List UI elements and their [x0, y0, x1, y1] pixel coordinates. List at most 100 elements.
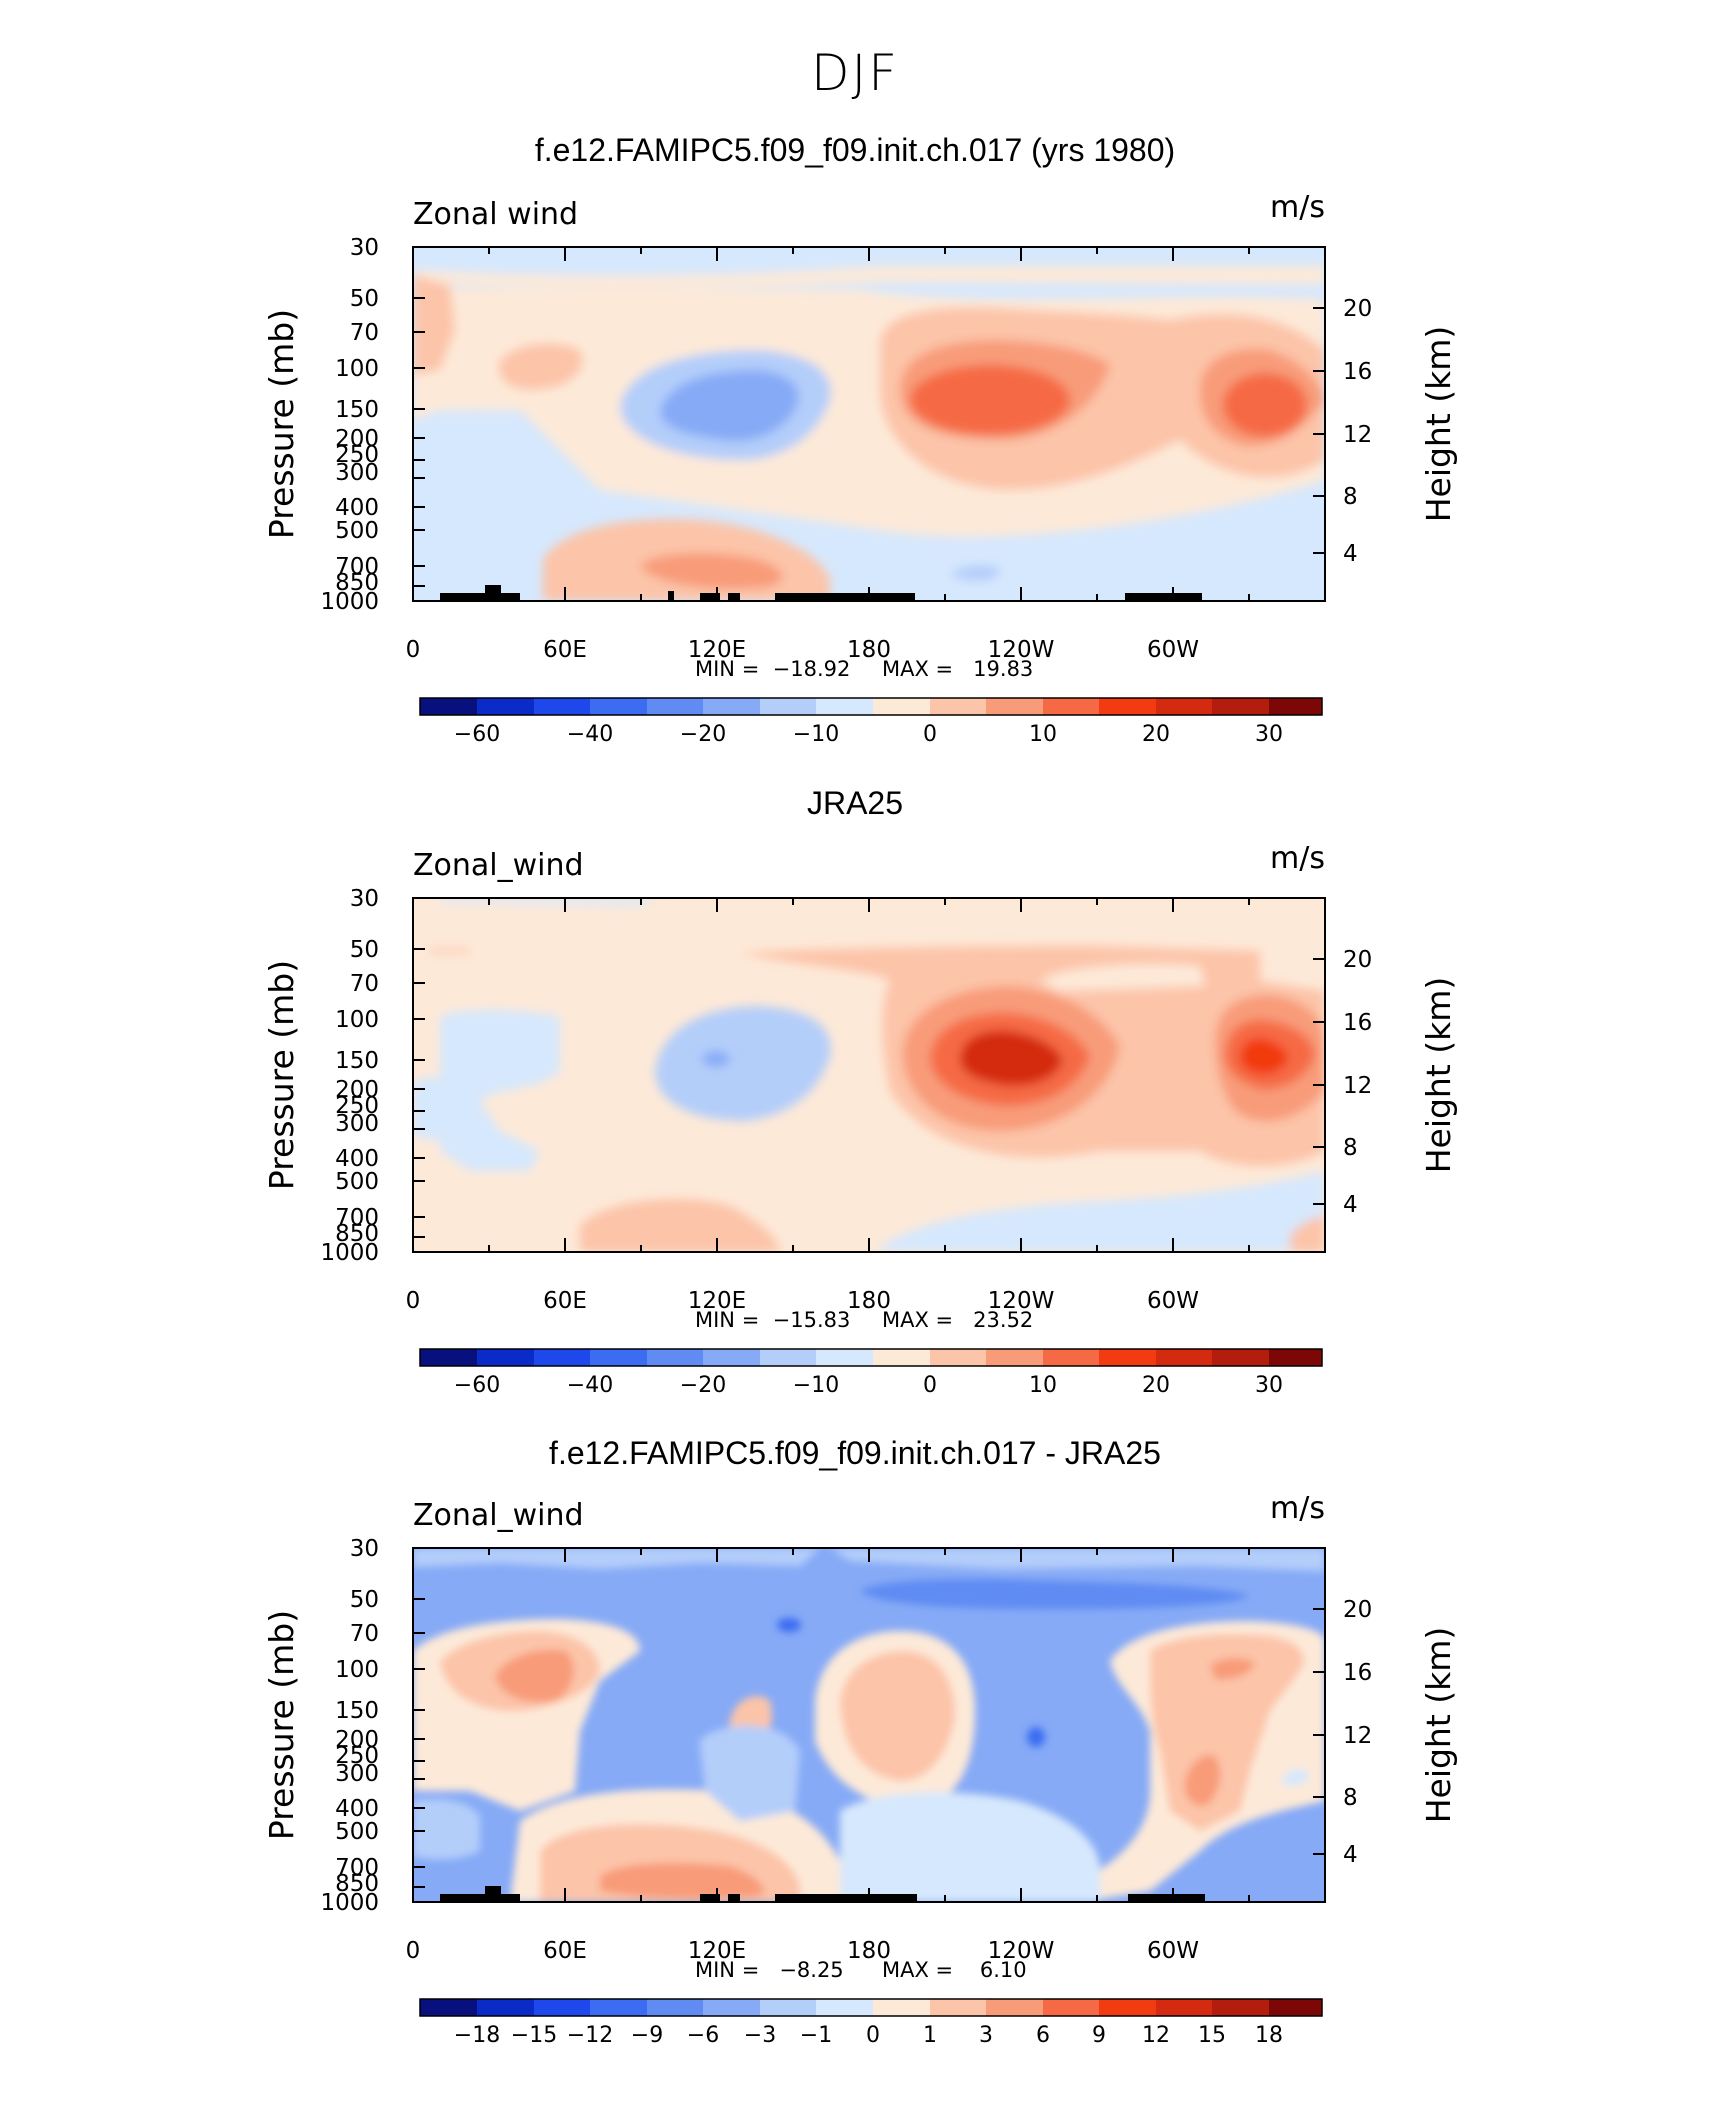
panel-3-colorbar-label: −15: [511, 2023, 557, 2048]
figure-title: DJF: [810, 44, 899, 102]
panel-2-ytick-label: 300: [335, 1111, 379, 1137]
panel-1-x-tick-labels: 0 60E 120E 180 120W 60W: [406, 637, 1199, 663]
panel-2-max-text: MAX = 23.52: [882, 1308, 1033, 1332]
panel-3-colorbar-label: 3: [979, 2023, 993, 2048]
panel-2-easterly-upper: [1040, 964, 1205, 991]
panel-3-ytick-right-label: 8: [1343, 1785, 1358, 1811]
panel-2-colorbar-label: 20: [1142, 1373, 1170, 1398]
panel-3-colorbar-label: 1: [923, 2023, 937, 2048]
panel-2-colorbar-label: −60: [454, 1373, 500, 1398]
panel-2-lower-westerly-b: [1290, 1216, 1325, 1252]
panel-1-left-ticks: [413, 246, 425, 602]
panel-3-mid-negative-pocket: [630, 1660, 720, 1760]
panel-3-ytick-label: 150: [335, 1698, 379, 1724]
panel-3-x-ticks: [412, 1548, 1250, 1902]
panel-3-ytick-label: 400: [335, 1796, 379, 1822]
panel-3-mid-right-negative: [1280, 1769, 1310, 1786]
panel-2-ytick-label: 150: [335, 1048, 379, 1074]
panel-2-ytick-label: 700: [335, 1205, 379, 1231]
panel-1-units-label: m/s: [1270, 190, 1325, 225]
panel-2-ytick-right-label: 4: [1343, 1192, 1358, 1218]
panel-3-tropical-weak-negative: [840, 1792, 1100, 1902]
panel-2-ytick-right-label: 12: [1343, 1073, 1372, 1099]
panel-1-ytick-label: 300: [335, 460, 379, 486]
panel-2-xtick-label: 60W: [1147, 1288, 1199, 1314]
panel-3-colorbar-label: −12: [567, 2023, 613, 2048]
panel-3-lower-positive-strong: [600, 1863, 764, 1899]
panel-3-colorbar-label: 0: [866, 2023, 880, 2048]
panel-2-right-axis-label: Height (km): [1419, 977, 1458, 1174]
panel-2-xtick-label: 120W: [988, 1288, 1055, 1314]
panel-3-lower-negative-left: [413, 1799, 480, 1860]
panel-3-xtick-label: 180: [847, 1938, 891, 1964]
panel-1-left-westerly: [413, 275, 455, 375]
panel-2-left-ticks: [413, 897, 425, 1253]
panel-1-colorbar-label: 20: [1142, 722, 1170, 747]
panel-2-colorbar-label: 10: [1029, 1373, 1057, 1398]
panel-3-colorbar-label: −1: [800, 2023, 832, 2048]
panel-2-easterly-contour-1c: [413, 1077, 475, 1144]
panel-1-ytick-right-label: 12: [1343, 422, 1372, 448]
panel-3-min-text: MIN = −8.25: [695, 1958, 844, 1982]
panel-3-mid-weak-negative: [700, 1725, 800, 1821]
panel-2-colorbar-label: 0: [923, 1373, 937, 1398]
panel-1-ytick-label: 1000: [320, 589, 379, 615]
panel-3-ytick-label: 500: [335, 1819, 379, 1845]
panel-2-stratospheric-easterly: [440, 898, 660, 905]
panel-2-ytick-label: 70: [350, 971, 379, 997]
panel-3-east-positive-core-b: [1210, 1658, 1255, 1680]
panel-3-colorbar: [419, 1998, 1323, 2017]
panel-3-y-axis-label: Pressure (mb): [262, 1610, 301, 1840]
panel-2-ytick-label: 500: [335, 1169, 379, 1195]
panel-3-ytick-label: 70: [350, 1621, 379, 1647]
panel-1-xtick-label: 60E: [543, 637, 587, 663]
panel-3-xtick-label: 120E: [688, 1938, 746, 1964]
panel-3-east-positive-core: [1184, 1754, 1221, 1806]
panel-2-ytick-label: 850: [335, 1221, 379, 1247]
panel-1-west-easterly: [440, 421, 500, 570]
panel-1-tropical-easterly: [950, 565, 1000, 581]
panel-1-easterly-contour-2: [660, 370, 799, 442]
panel-1-min-text: MIN = −18.92: [695, 657, 850, 681]
panel-1-weak-westerly: [413, 266, 1325, 288]
panel-3-xtick-label: 60W: [1147, 1938, 1199, 1964]
panel-3-max-text: MAX = 6.10: [882, 1958, 1027, 1982]
panel-1-ytick-right-label: 16: [1343, 359, 1372, 385]
panel-3-ytick-label: 300: [335, 1761, 379, 1787]
panel-1-ytick-right-label: 8: [1343, 484, 1358, 510]
panel-3-colorbar-label: 12: [1142, 2023, 1170, 2048]
panel-2-x-ticks: [412, 898, 1250, 1252]
panel-2-xtick-label: 60E: [543, 1288, 587, 1314]
panel-1-x-ticks: [412, 247, 1250, 601]
panel-3-ytick-label: 850: [335, 1871, 379, 1897]
panel-1-ytick-label: 700: [335, 554, 379, 580]
panel-1-colorbar-label: −10: [793, 722, 839, 747]
panel-1-ytick-label: 200: [335, 426, 379, 452]
panel-2-ytick-right-label: 16: [1343, 1010, 1372, 1036]
panel-2-xtick-label: 180: [847, 1288, 891, 1314]
panel-3-ytick-right-label: 16: [1343, 1660, 1372, 1686]
panel-3-lower-right-negative: [1200, 1841, 1325, 1902]
panel-3-colorbar-label: 6: [1036, 2023, 1050, 2048]
panel-3-west-positive-core: [495, 1649, 574, 1703]
panel-3-colorbar-label: −9: [631, 2023, 663, 2048]
panel-3-central-positive: [840, 1651, 955, 1781]
panel-2-colorbar-labels: −60 −40 −20 −10 0 10 20 30: [454, 1373, 1283, 1398]
panel-2-ytick-label: 30: [350, 886, 379, 912]
panel-2-ytick-right-label: 20: [1343, 947, 1372, 973]
panel-2-ytick-label: 100: [335, 1007, 379, 1033]
panel-2-chart: Zonal_wind m/s: [262, 841, 1458, 1398]
panel-1-right-axis-label: Height (km): [1419, 326, 1458, 523]
panel-2-left-label: Zonal_wind: [413, 848, 584, 883]
panel-1-ytick-label: 500: [335, 518, 379, 544]
panel-3-left-ticks: [413, 1547, 425, 1903]
panel-1-ytick-right-label: 4: [1343, 541, 1358, 567]
panel-2-easterly-contour-1: [655, 1006, 831, 1121]
panel-3-ytick-label: 100: [335, 1657, 379, 1683]
panel-3-colorbar-label: 18: [1255, 2023, 1283, 2048]
panel-3-ytick-label: 1000: [320, 1890, 379, 1916]
panel-2-xtick-label: 0: [406, 1288, 421, 1314]
panel-1-ytick-label: 850: [335, 570, 379, 596]
panel-1-xtick-label: 0: [406, 637, 421, 663]
panel-2-units-label: m/s: [1270, 841, 1325, 876]
